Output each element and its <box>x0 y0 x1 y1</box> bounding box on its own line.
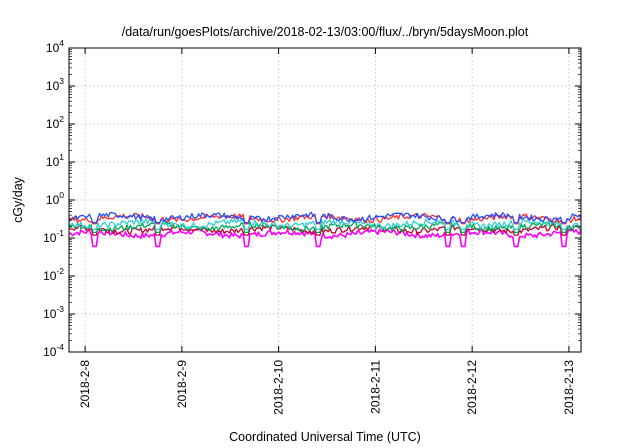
y-tick-label: 10-2 <box>43 266 64 283</box>
y-tick-label: 103 <box>46 76 64 93</box>
grid <box>69 48 581 352</box>
y-tick-label: 100 <box>46 190 64 207</box>
series-layer <box>68 211 582 248</box>
chart-title: /data/run/goesPlots/archive/2018-02-13/0… <box>122 25 529 39</box>
y-tick-label: 10-1 <box>43 228 64 245</box>
y-tick-label: 10-3 <box>43 304 64 321</box>
x-tick-label: 2018-2-11 <box>368 360 382 414</box>
y-tick-label: 101 <box>46 152 64 169</box>
x-tick-label: 2018-2-13 <box>562 360 576 415</box>
x-tick-label: 2018-2-10 <box>272 360 286 415</box>
series-line <box>68 228 582 248</box>
y-axis-label: cGy/day <box>11 176 25 223</box>
y-tick-label: 102 <box>46 114 64 131</box>
y-axis: 10-4 10-3 10-2 10-1 100 101 102 103 104 <box>43 38 581 359</box>
x-axis: 2018-2-8 2018-2-9 2018-2-10 2018-2-11 2018-2… <box>78 48 576 415</box>
x-axis-label: Coordinated Universal Time (UTC) <box>229 430 421 444</box>
x-tick-label: 2018-2-12 <box>465 360 479 415</box>
y-tick-label: 10-4 <box>43 342 64 359</box>
x-tick-label: 2018-2-9 <box>175 360 189 408</box>
y-tick-label: 104 <box>46 38 64 55</box>
series-line <box>68 211 582 224</box>
series-line <box>68 218 582 231</box>
x-tick-label: 2018-2-8 <box>78 360 92 408</box>
